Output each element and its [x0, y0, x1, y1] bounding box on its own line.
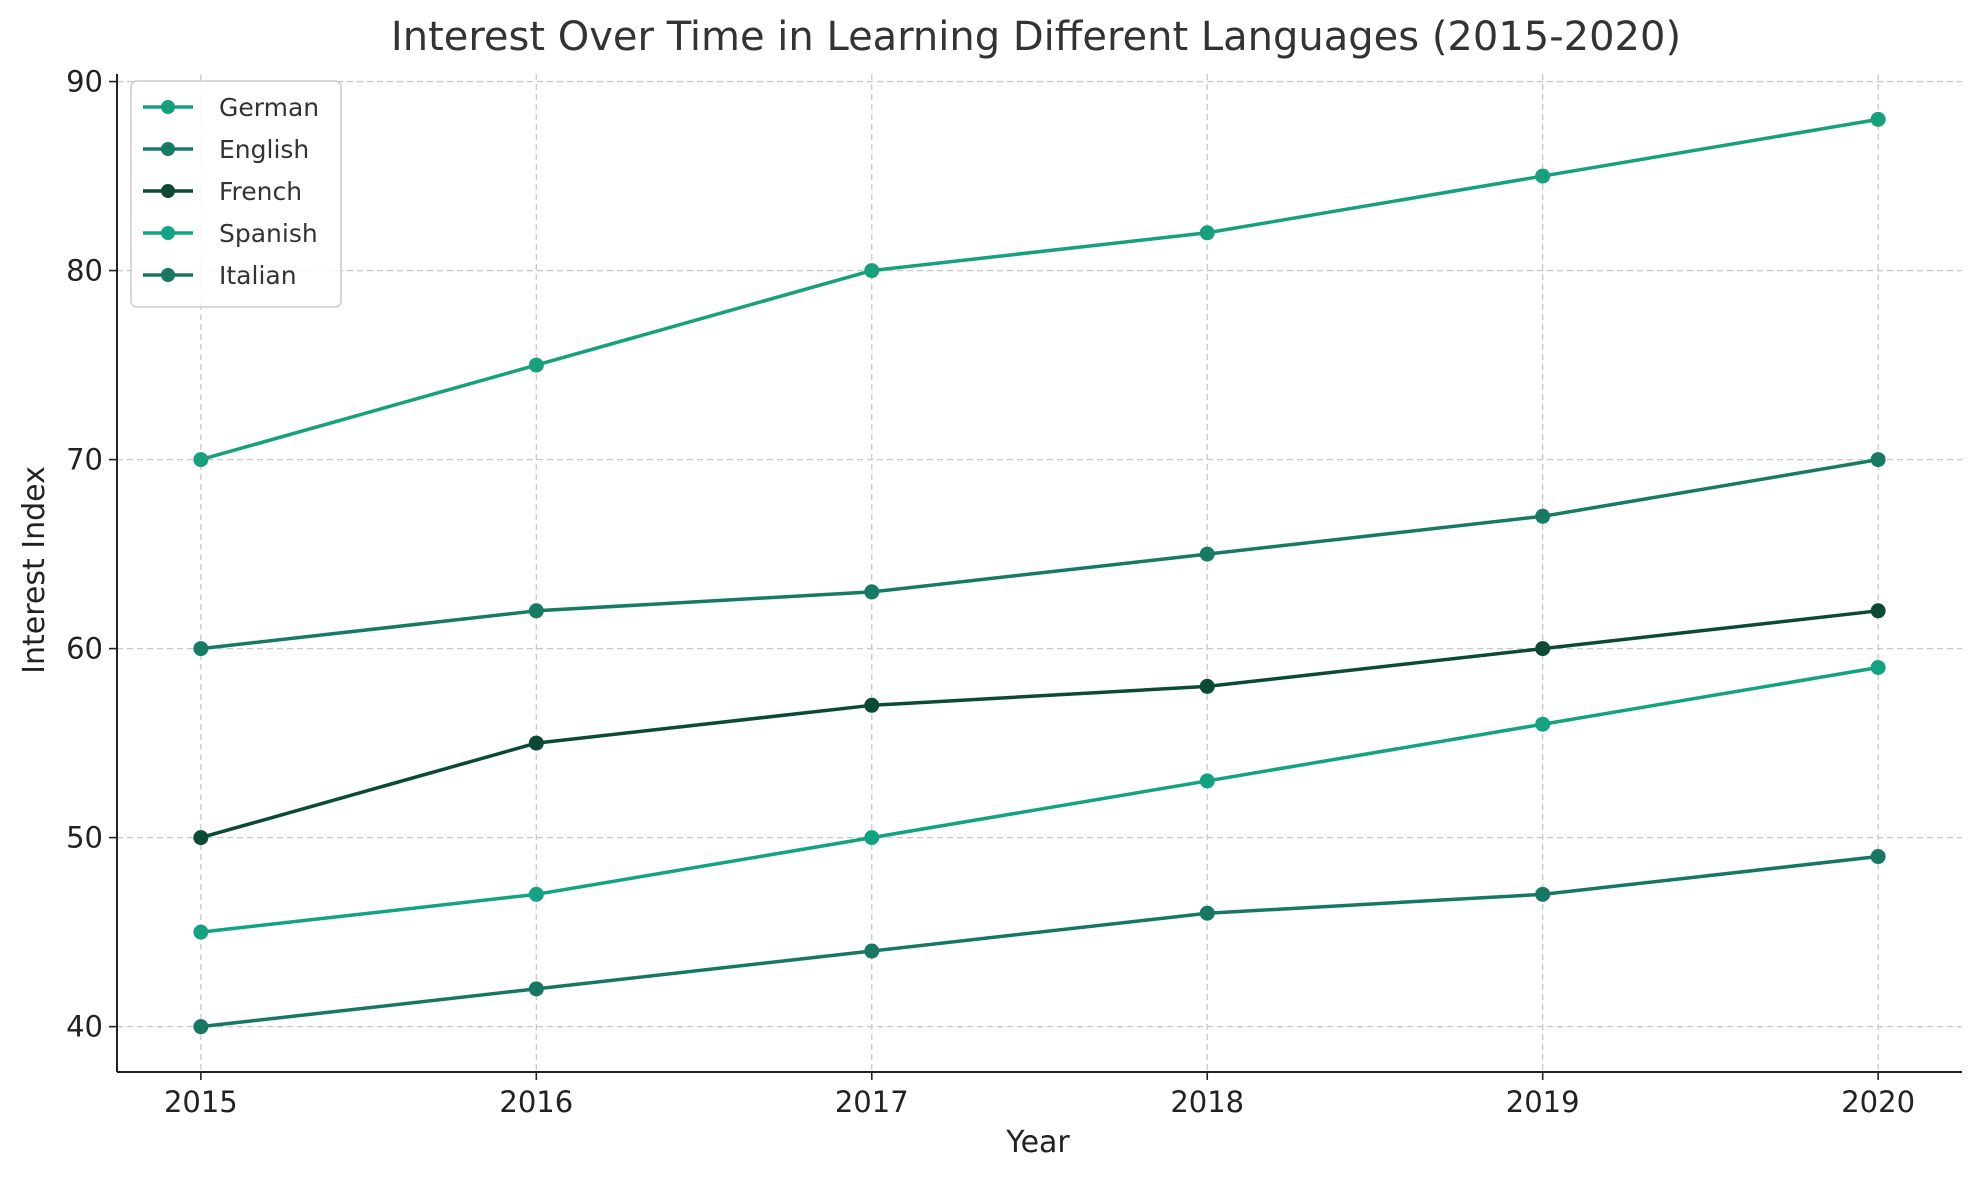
data-point-french-2018 — [1199, 678, 1215, 694]
y-tick-label: 70 — [66, 443, 103, 477]
series-line-german — [200, 117, 1879, 462]
series-lines — [193, 111, 1886, 1035]
x-tick-label: 2015 — [164, 1085, 238, 1119]
y-tick-label: 60 — [66, 632, 103, 666]
data-point-english-2018 — [1199, 546, 1215, 562]
series-line-french — [200, 609, 1879, 840]
series-spanish — [193, 660, 1886, 940]
axes — [116, 74, 1962, 1073]
data-point-french-2016 — [528, 735, 544, 751]
legend-label: Italian — [219, 261, 297, 290]
data-point-french-2015 — [193, 830, 209, 846]
legend: German English French Spanish Italian — [130, 80, 342, 308]
data-point-spanish-2016 — [528, 886, 544, 902]
y-tick-label: 90 — [66, 65, 103, 99]
tick-labels: 2015 2016 2017 2018 2019 2020 40 50 60 70 80 90 — [66, 65, 1915, 1119]
data-point-italian-2019 — [1535, 886, 1551, 902]
legend-label: French — [219, 177, 302, 206]
x-tick-label: 2020 — [1841, 1085, 1915, 1119]
grid — [117, 74, 1962, 1072]
data-point-german-2019 — [1535, 168, 1551, 184]
legend-label: German — [219, 93, 319, 122]
legend-item-italian: Italian — [143, 261, 297, 290]
data-point-french-2019 — [1535, 641, 1551, 657]
data-point-english-2020 — [1870, 452, 1886, 468]
data-point-english-2016 — [528, 603, 544, 619]
series-italian — [193, 849, 1886, 1035]
data-point-german-2015 — [193, 452, 209, 468]
legend-swatch-marker — [161, 100, 175, 114]
legend-item-english: English — [143, 135, 309, 164]
series-french — [193, 603, 1886, 846]
legend-box — [130, 80, 342, 308]
legend-swatch-marker — [161, 184, 175, 198]
data-point-italian-2016 — [528, 981, 544, 997]
data-point-french-2020 — [1870, 603, 1886, 619]
data-point-spanish-2019 — [1535, 716, 1551, 732]
x-tick-label: 2016 — [499, 1085, 573, 1119]
chart-title: Interest Over Time in Learning Different… — [391, 14, 1681, 60]
y-tick-label: 40 — [66, 1010, 103, 1044]
legend-item-spanish: Spanish — [143, 219, 318, 248]
data-point-german-2018 — [1199, 225, 1215, 241]
y-tick-label: 50 — [66, 821, 103, 855]
x-axis-label: Year — [1005, 1125, 1070, 1160]
legend-label: Spanish — [219, 219, 318, 248]
data-point-italian-2020 — [1870, 849, 1886, 865]
data-point-italian-2017 — [864, 943, 880, 959]
data-point-english-2015 — [193, 641, 209, 657]
data-point-spanish-2018 — [1199, 773, 1215, 789]
data-point-spanish-2017 — [864, 830, 880, 846]
x-tick-label: 2017 — [835, 1085, 909, 1119]
y-tick-label: 80 — [66, 254, 103, 288]
data-point-spanish-2015 — [193, 924, 209, 940]
legend-item-german: German — [143, 93, 319, 122]
legend-swatch-marker — [161, 226, 175, 240]
data-point-spanish-2020 — [1870, 660, 1886, 676]
legend-item-french: French — [143, 177, 302, 206]
series-english — [193, 452, 1886, 657]
legend-swatch-marker — [161, 142, 175, 156]
x-tick-label: 2018 — [1170, 1085, 1244, 1119]
data-point-italian-2018 — [1199, 905, 1215, 921]
legend-label: English — [219, 135, 309, 164]
series-line-spanish — [200, 665, 1879, 934]
series-german — [193, 111, 1886, 468]
legend-swatch-marker — [161, 268, 175, 282]
data-point-english-2017 — [864, 584, 880, 600]
y-axis-label: Interest Index — [17, 466, 52, 674]
series-line-english — [200, 457, 1879, 651]
data-point-german-2016 — [528, 357, 544, 373]
data-point-german-2020 — [1870, 111, 1886, 127]
data-point-english-2019 — [1535, 508, 1551, 524]
series-line-italian — [200, 854, 1879, 1029]
x-tick-label: 2019 — [1506, 1085, 1580, 1119]
data-point-italian-2015 — [193, 1019, 209, 1035]
data-point-french-2017 — [864, 697, 880, 713]
data-point-german-2017 — [864, 263, 880, 279]
